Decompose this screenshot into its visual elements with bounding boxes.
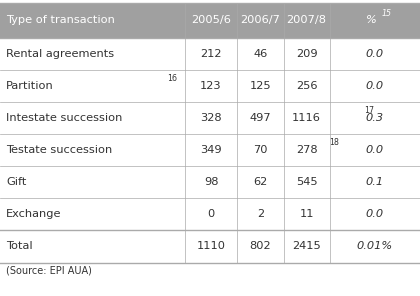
Text: 11: 11 (299, 209, 314, 219)
Text: 2415: 2415 (292, 241, 321, 251)
Text: 2: 2 (257, 209, 264, 219)
Bar (0, 3, 420, 38)
Text: 0.0: 0.0 (366, 49, 384, 59)
Text: Testate succession: Testate succession (6, 145, 113, 155)
Text: Rental agreements: Rental agreements (6, 49, 114, 59)
Text: 212: 212 (200, 49, 222, 59)
Text: Testate succession: Testate succession (6, 145, 113, 155)
Text: 0.1: 0.1 (366, 177, 384, 187)
Text: 2007/8: 2007/8 (286, 15, 327, 25)
Text: 17: 17 (365, 106, 375, 115)
Text: 497: 497 (249, 113, 271, 123)
Text: 0: 0 (207, 209, 215, 219)
Text: 98: 98 (204, 177, 218, 187)
Text: 349: 349 (200, 145, 222, 155)
Text: 70: 70 (253, 145, 268, 155)
Text: 256: 256 (296, 81, 318, 91)
Text: Total: Total (6, 241, 33, 251)
Text: 278: 278 (296, 145, 318, 155)
Text: Intestate succession: Intestate succession (6, 113, 123, 123)
Text: 0.3: 0.3 (366, 113, 384, 123)
Text: 802: 802 (249, 241, 271, 251)
Text: 1116: 1116 (292, 113, 321, 123)
Text: %: % (367, 15, 377, 25)
Text: 1110: 1110 (197, 241, 226, 251)
Text: 328: 328 (200, 113, 222, 123)
Text: Intestate succession: Intestate succession (6, 113, 123, 123)
Text: 0.0: 0.0 (366, 145, 384, 155)
Text: Exchange: Exchange (6, 209, 62, 219)
Text: 0.01%: 0.01% (357, 241, 393, 251)
Text: Partition: Partition (6, 81, 54, 91)
Text: 62: 62 (253, 177, 268, 187)
Text: 123: 123 (200, 81, 222, 91)
Text: 125: 125 (249, 81, 271, 91)
Text: Gift: Gift (6, 177, 27, 187)
Text: 16: 16 (168, 74, 178, 83)
Text: 0.0: 0.0 (366, 81, 384, 91)
Text: (Source: EPI AUA): (Source: EPI AUA) (6, 265, 92, 275)
Text: 18: 18 (329, 138, 339, 147)
Text: Partition: Partition (6, 81, 54, 91)
Text: 209: 209 (296, 49, 318, 59)
Text: 15: 15 (381, 9, 391, 17)
Text: 545: 545 (296, 177, 318, 187)
Text: 2006/7: 2006/7 (241, 15, 280, 25)
Text: 0.0: 0.0 (366, 209, 384, 219)
Text: 2005/6: 2005/6 (191, 15, 231, 25)
Text: Type of transaction: Type of transaction (6, 15, 115, 25)
Text: 46: 46 (253, 49, 268, 59)
